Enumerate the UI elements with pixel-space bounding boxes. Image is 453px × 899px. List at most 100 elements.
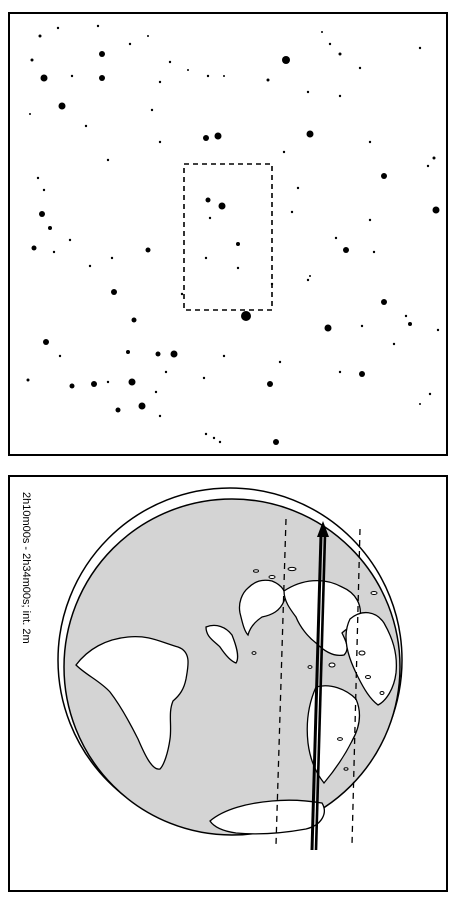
star (273, 439, 279, 445)
island (337, 737, 343, 741)
globe-svg (57, 487, 403, 851)
star (58, 354, 62, 358)
occultation-box (183, 163, 273, 311)
star (39, 211, 45, 217)
island (253, 569, 259, 573)
star (306, 278, 310, 282)
star (241, 311, 251, 321)
star (36, 176, 40, 180)
star (343, 247, 349, 253)
star (110, 256, 114, 260)
star (31, 245, 37, 251)
island (251, 651, 257, 655)
star (147, 35, 149, 37)
track-direction-arrow (317, 521, 329, 537)
star (432, 206, 440, 214)
islands-group (251, 566, 385, 771)
star (368, 140, 372, 144)
island (358, 650, 366, 656)
time-range-label: 2h10m00s - 2h34m00s; int. 2m (20, 492, 32, 644)
star (218, 440, 222, 444)
star (158, 80, 162, 84)
star (338, 52, 342, 56)
star (42, 188, 46, 192)
island (365, 675, 371, 679)
star (88, 264, 92, 268)
star (168, 60, 172, 64)
star (205, 197, 211, 203)
star (204, 432, 208, 436)
star (91, 381, 97, 387)
star (306, 130, 314, 138)
star (69, 383, 75, 389)
star (203, 135, 209, 141)
star (111, 289, 117, 295)
central-track (310, 534, 323, 851)
star (328, 42, 332, 46)
star (40, 74, 48, 82)
star (106, 380, 110, 384)
star-field-panel (8, 12, 448, 456)
star (381, 173, 387, 179)
star (408, 322, 412, 326)
star (360, 324, 364, 328)
star (334, 236, 338, 240)
star (321, 31, 323, 33)
star-field-svg (26, 24, 440, 445)
star (155, 351, 161, 357)
star (236, 242, 240, 246)
star (236, 266, 240, 270)
island (328, 662, 336, 668)
star (126, 350, 130, 354)
star (158, 414, 162, 418)
island (287, 566, 297, 572)
star (324, 324, 332, 332)
star (214, 132, 222, 140)
star (338, 370, 342, 374)
star (296, 186, 300, 190)
star (52, 250, 56, 254)
star (202, 376, 206, 380)
star (154, 390, 158, 394)
shadow-boundary-right (351, 528, 361, 846)
star (164, 370, 168, 374)
land-central-america (205, 624, 239, 664)
star (290, 210, 294, 214)
island (268, 575, 276, 579)
star (218, 202, 226, 210)
star (30, 58, 34, 62)
star (381, 299, 387, 305)
star (358, 66, 362, 70)
star (48, 226, 52, 230)
star (432, 156, 436, 160)
star (58, 102, 66, 110)
star (419, 403, 421, 405)
globe-panel (8, 475, 448, 892)
star (404, 314, 408, 318)
star (138, 402, 146, 410)
star (145, 247, 151, 253)
island (379, 691, 385, 695)
star (43, 339, 49, 345)
star (426, 164, 430, 168)
star (170, 350, 178, 358)
star (338, 94, 342, 98)
land-asia (345, 612, 398, 706)
star (266, 78, 270, 82)
star (26, 378, 30, 382)
star (115, 407, 121, 413)
island (370, 591, 378, 595)
star (267, 381, 273, 387)
land-south-america (75, 636, 189, 770)
star (278, 360, 282, 364)
star (99, 51, 105, 57)
star (68, 238, 72, 242)
star (392, 342, 396, 346)
star (56, 26, 60, 30)
star (208, 216, 212, 220)
star (206, 74, 210, 78)
star (131, 317, 137, 323)
star (158, 140, 162, 144)
stars-group (26, 24, 440, 445)
star (180, 292, 184, 296)
